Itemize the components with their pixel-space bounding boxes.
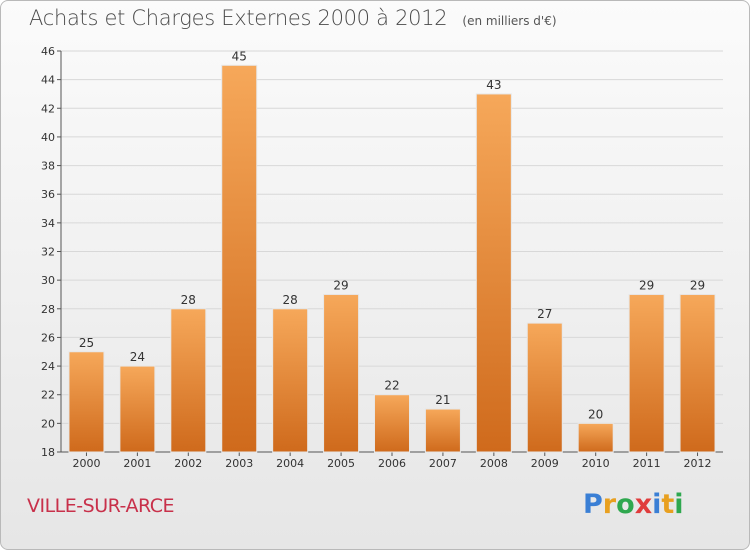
y-tick-label: 20	[41, 417, 55, 430]
bar-value-labels: 25 24 28 45 28 29 22 21 43 27 20 29 29	[79, 49, 705, 421]
y-tick-label: 24	[41, 360, 55, 373]
bar	[68, 351, 105, 453]
bar-value-label: 27	[537, 307, 552, 321]
y-tick-label: 44	[41, 74, 55, 87]
y-tick-labels: 18 20 22 24 26 28 30 32 34 36 38 40 42 44 46	[41, 45, 55, 459]
bar-value-label: 29	[690, 278, 705, 292]
bar-value-label: 29	[639, 278, 654, 292]
y-tick-label: 36	[41, 188, 55, 201]
grid-lines	[61, 50, 723, 424]
x-tick-label: 2012	[684, 457, 712, 470]
bars	[68, 64, 716, 453]
chart-unit-note: (en milliers d'€)	[462, 14, 557, 28]
y-tick-label: 42	[41, 102, 55, 115]
bar	[170, 308, 207, 453]
x-tick-label: 2008	[480, 457, 508, 470]
x-tick-label: 2009	[531, 457, 559, 470]
commune-name: VILLE-SUR-ARCE	[27, 495, 175, 517]
logo-letter: o	[616, 489, 635, 520]
y-tick-label: 40	[41, 131, 55, 144]
bar	[424, 408, 461, 453]
x-tick-label: 2001	[123, 457, 151, 470]
y-tick-label: 38	[41, 160, 55, 173]
chart-title-block: Achats et Charges Externes 2000 à 2012 (…	[29, 6, 557, 30]
x-tick-label: 2007	[429, 457, 457, 470]
x-tick-labels: 2000 2001 2002 2003 2004 2005 2006 2007 2008 2009…	[72, 457, 711, 470]
bar-value-label: 21	[435, 393, 450, 407]
bar	[272, 308, 309, 453]
y-tick-label: 28	[41, 303, 55, 316]
y-tick-label: 30	[41, 274, 55, 287]
logo-letter: r	[602, 489, 617, 520]
bar	[577, 422, 614, 453]
x-tick-label: 2010	[582, 457, 610, 470]
x-tick-label: 2003	[225, 457, 253, 470]
logo-letter: x	[634, 489, 653, 520]
bar-value-label: 20	[588, 407, 603, 421]
bar	[323, 293, 360, 453]
bar-value-label: 28	[181, 293, 196, 307]
logo-letter: t	[661, 489, 675, 520]
x-tick-label: 2006	[378, 457, 406, 470]
bar-value-label: 43	[486, 78, 501, 92]
y-tick-label: 26	[41, 331, 55, 344]
y-tick-label: 22	[41, 389, 55, 402]
bar-value-label: 25	[79, 336, 94, 350]
bar	[119, 365, 156, 453]
x-tick-label: 2004	[276, 457, 304, 470]
bar	[374, 394, 410, 453]
bar	[628, 293, 665, 453]
y-tick-label: 34	[41, 217, 55, 230]
y-tick-label: 18	[41, 446, 55, 459]
bar	[526, 322, 563, 453]
bar-value-label: 24	[130, 350, 145, 364]
logo-letter: i	[674, 489, 684, 520]
bar-value-label: 45	[232, 49, 247, 63]
bar	[475, 93, 512, 453]
x-tick-label: 2000	[72, 457, 100, 470]
bar-value-label: 22	[384, 379, 399, 393]
bar-value-label: 28	[283, 293, 298, 307]
y-tick-label: 32	[41, 246, 55, 259]
logo-letter: i	[652, 489, 662, 520]
x-tick-label: 2002	[174, 457, 202, 470]
x-tick-label: 2005	[327, 457, 355, 470]
x-tick-label: 2011	[633, 457, 661, 470]
bar	[679, 293, 716, 453]
chart-title: Achats et Charges Externes 2000 à 2012	[29, 6, 448, 30]
y-tick-label: 46	[41, 45, 55, 58]
bar-value-label: 29	[333, 278, 348, 292]
bar	[221, 64, 258, 453]
logo-letter: P	[583, 489, 603, 520]
